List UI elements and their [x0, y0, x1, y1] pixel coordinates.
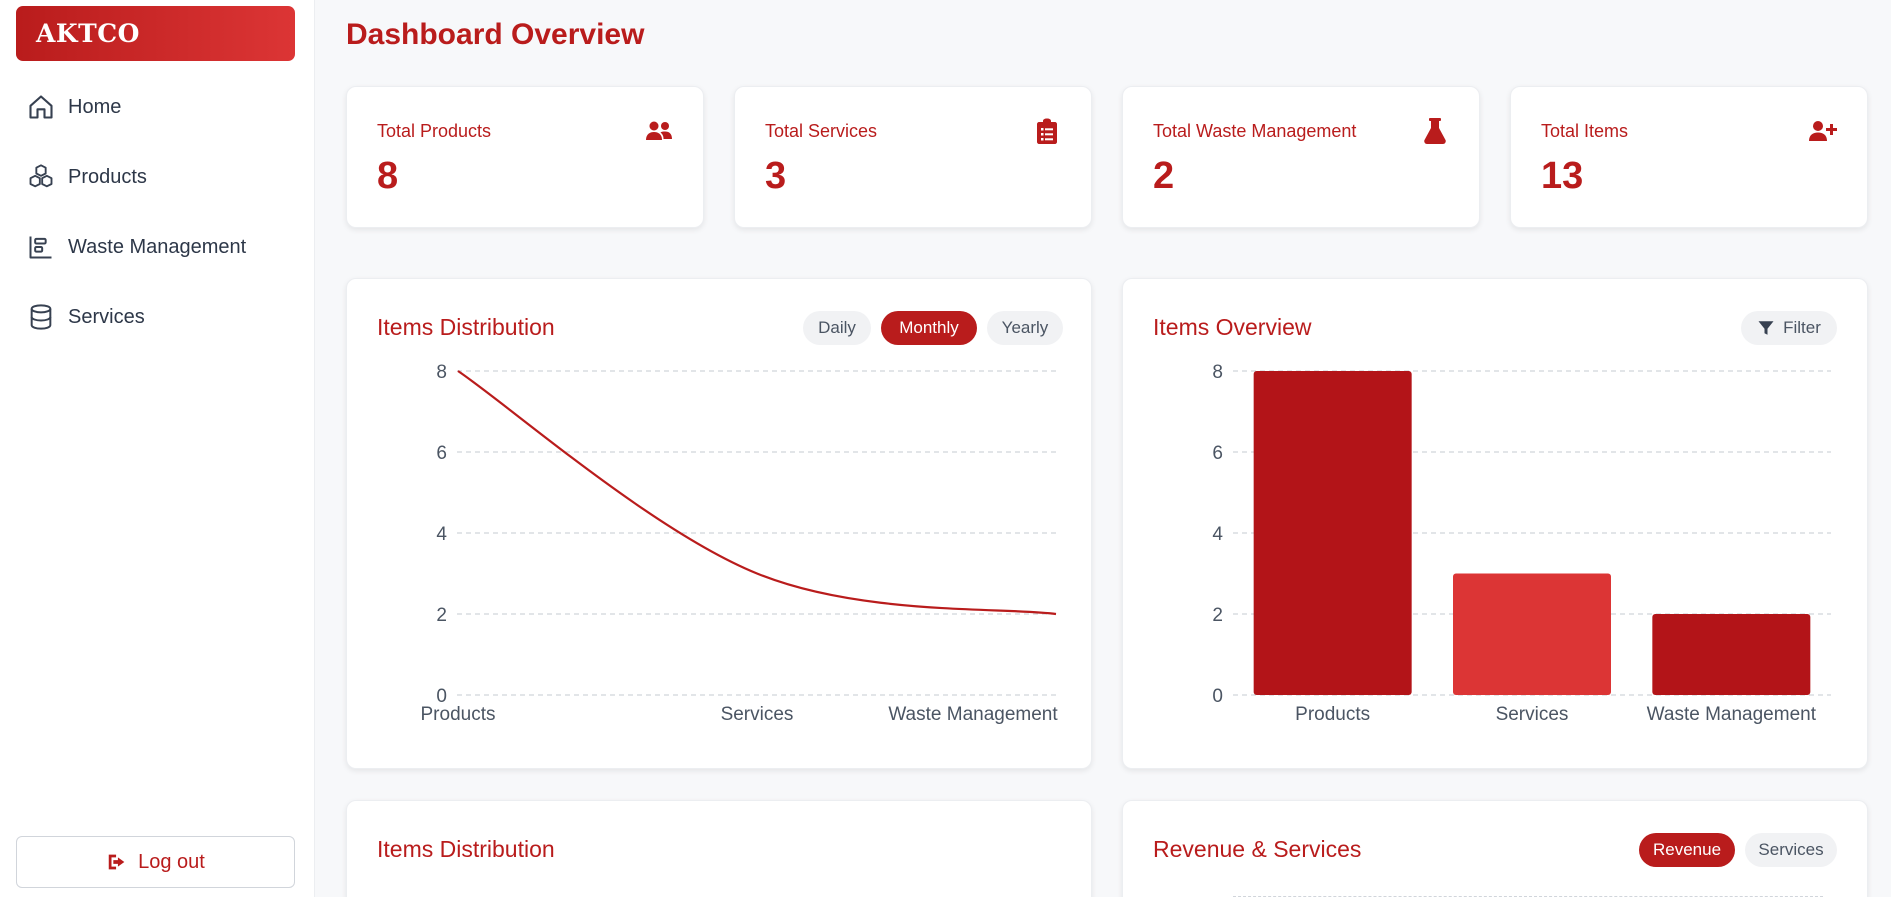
stat-card-items: Total Items 13 [1510, 86, 1868, 228]
stat-card-services: Total Services 3 [734, 86, 1092, 228]
card-title: Items Overview [1153, 314, 1312, 340]
sign-out-icon [106, 851, 128, 873]
y-tick-label: 4 [1212, 524, 1223, 545]
revenue-services-card: Revenue & Services Revenue Services [1122, 800, 1868, 897]
y-tick-label: 6 [1212, 443, 1223, 464]
y-tick-label: 6 [436, 443, 447, 464]
stat-label: Total Services [765, 121, 878, 141]
brand-logo[interactable]: AKTCO [16, 6, 295, 61]
bar-chart: 0 2 4 6 8 Products Services Waste Management [1212, 362, 1831, 725]
sidebar-item-services[interactable]: Services [16, 292, 295, 342]
home-icon [26, 92, 56, 122]
sidebar-item-label: Home [68, 95, 122, 118]
y-tick-label: 0 [436, 686, 447, 707]
stat-label: Total Waste Management [1153, 121, 1357, 141]
y-tick-label: 2 [436, 605, 447, 626]
x-tick-label: Services [721, 704, 794, 725]
stat-value: 2 [1153, 155, 1175, 197]
y-tick-label: 8 [1212, 362, 1223, 383]
brand-name: AKTCO [36, 19, 140, 48]
database-icon [26, 302, 56, 332]
page-title: Dashboard Overview [346, 18, 645, 51]
clipboard-list-icon [1033, 117, 1061, 145]
tab-daily[interactable]: Daily [803, 311, 871, 345]
cubes-icon [26, 162, 56, 192]
x-tick-label: Waste Management [1647, 704, 1817, 725]
user-plus-icon [1809, 117, 1837, 145]
items-distribution-card-2: Items Distribution [346, 800, 1092, 897]
items-overview-card: Items Overview Filter 0 2 4 6 8 Products Servi… [1122, 278, 1868, 769]
items-distribution-card: Items Distribution Daily Monthly Yearly … [346, 278, 1092, 769]
logout-label: Log out [138, 850, 205, 873]
tab-revenue[interactable]: Revenue [1639, 833, 1735, 867]
card-title: Items Distribution [377, 314, 555, 340]
y-tick-label: 4 [436, 524, 447, 545]
y-tick-label: 8 [436, 362, 447, 383]
sidebar: AKTCO Home Products Waste Management Ser… [0, 0, 315, 897]
y-tick-label: 2 [1212, 605, 1223, 626]
stat-card-products: Total Products 8 [346, 86, 704, 228]
sidebar-item-home[interactable]: Home [16, 82, 295, 132]
series-line [457, 370, 1057, 616]
tab-monthly[interactable]: Monthly [881, 311, 977, 345]
sidebar-item-products[interactable]: Products [16, 152, 295, 202]
card-title: Items Distribution [377, 836, 555, 862]
stat-value: 13 [1541, 155, 1584, 197]
tab-yearly[interactable]: Yearly [987, 311, 1063, 345]
card-title: Revenue & Services [1153, 836, 1362, 862]
stat-label: Total Products [377, 121, 492, 141]
bar-waste-management [1652, 614, 1811, 695]
x-tick-label: Services [1496, 704, 1569, 725]
bar-products [1253, 371, 1412, 695]
x-tick-label: Products [1295, 704, 1370, 725]
tab-services[interactable]: Services [1745, 833, 1837, 867]
layers-icon [26, 232, 56, 262]
sidebar-item-waste-management[interactable]: Waste Management [16, 222, 295, 272]
logout-button[interactable]: Log out [16, 836, 295, 888]
filter-button[interactable]: Filter [1741, 311, 1837, 345]
sidebar-item-label: Waste Management [68, 235, 247, 258]
stat-value: 8 [377, 155, 399, 197]
filter-label: Filter [1783, 318, 1821, 337]
x-tick-label: Waste Management [888, 704, 1058, 725]
users-icon [645, 117, 673, 145]
line-chart: 0 2 4 6 8 Products Services Waste Management [421, 362, 1059, 725]
stat-card-waste-management: Total Waste Management 2 [1122, 86, 1480, 228]
y-tick-label: 0 [1212, 686, 1223, 707]
filter-icon [1757, 319, 1775, 337]
x-tick-label: Products [421, 704, 496, 725]
flask-icon [1421, 117, 1449, 145]
stat-value: 3 [765, 155, 787, 197]
sidebar-item-label: Services [68, 305, 145, 328]
bar-services [1453, 573, 1611, 695]
stat-label: Total Items [1541, 121, 1629, 141]
sidebar-item-label: Products [68, 165, 147, 188]
